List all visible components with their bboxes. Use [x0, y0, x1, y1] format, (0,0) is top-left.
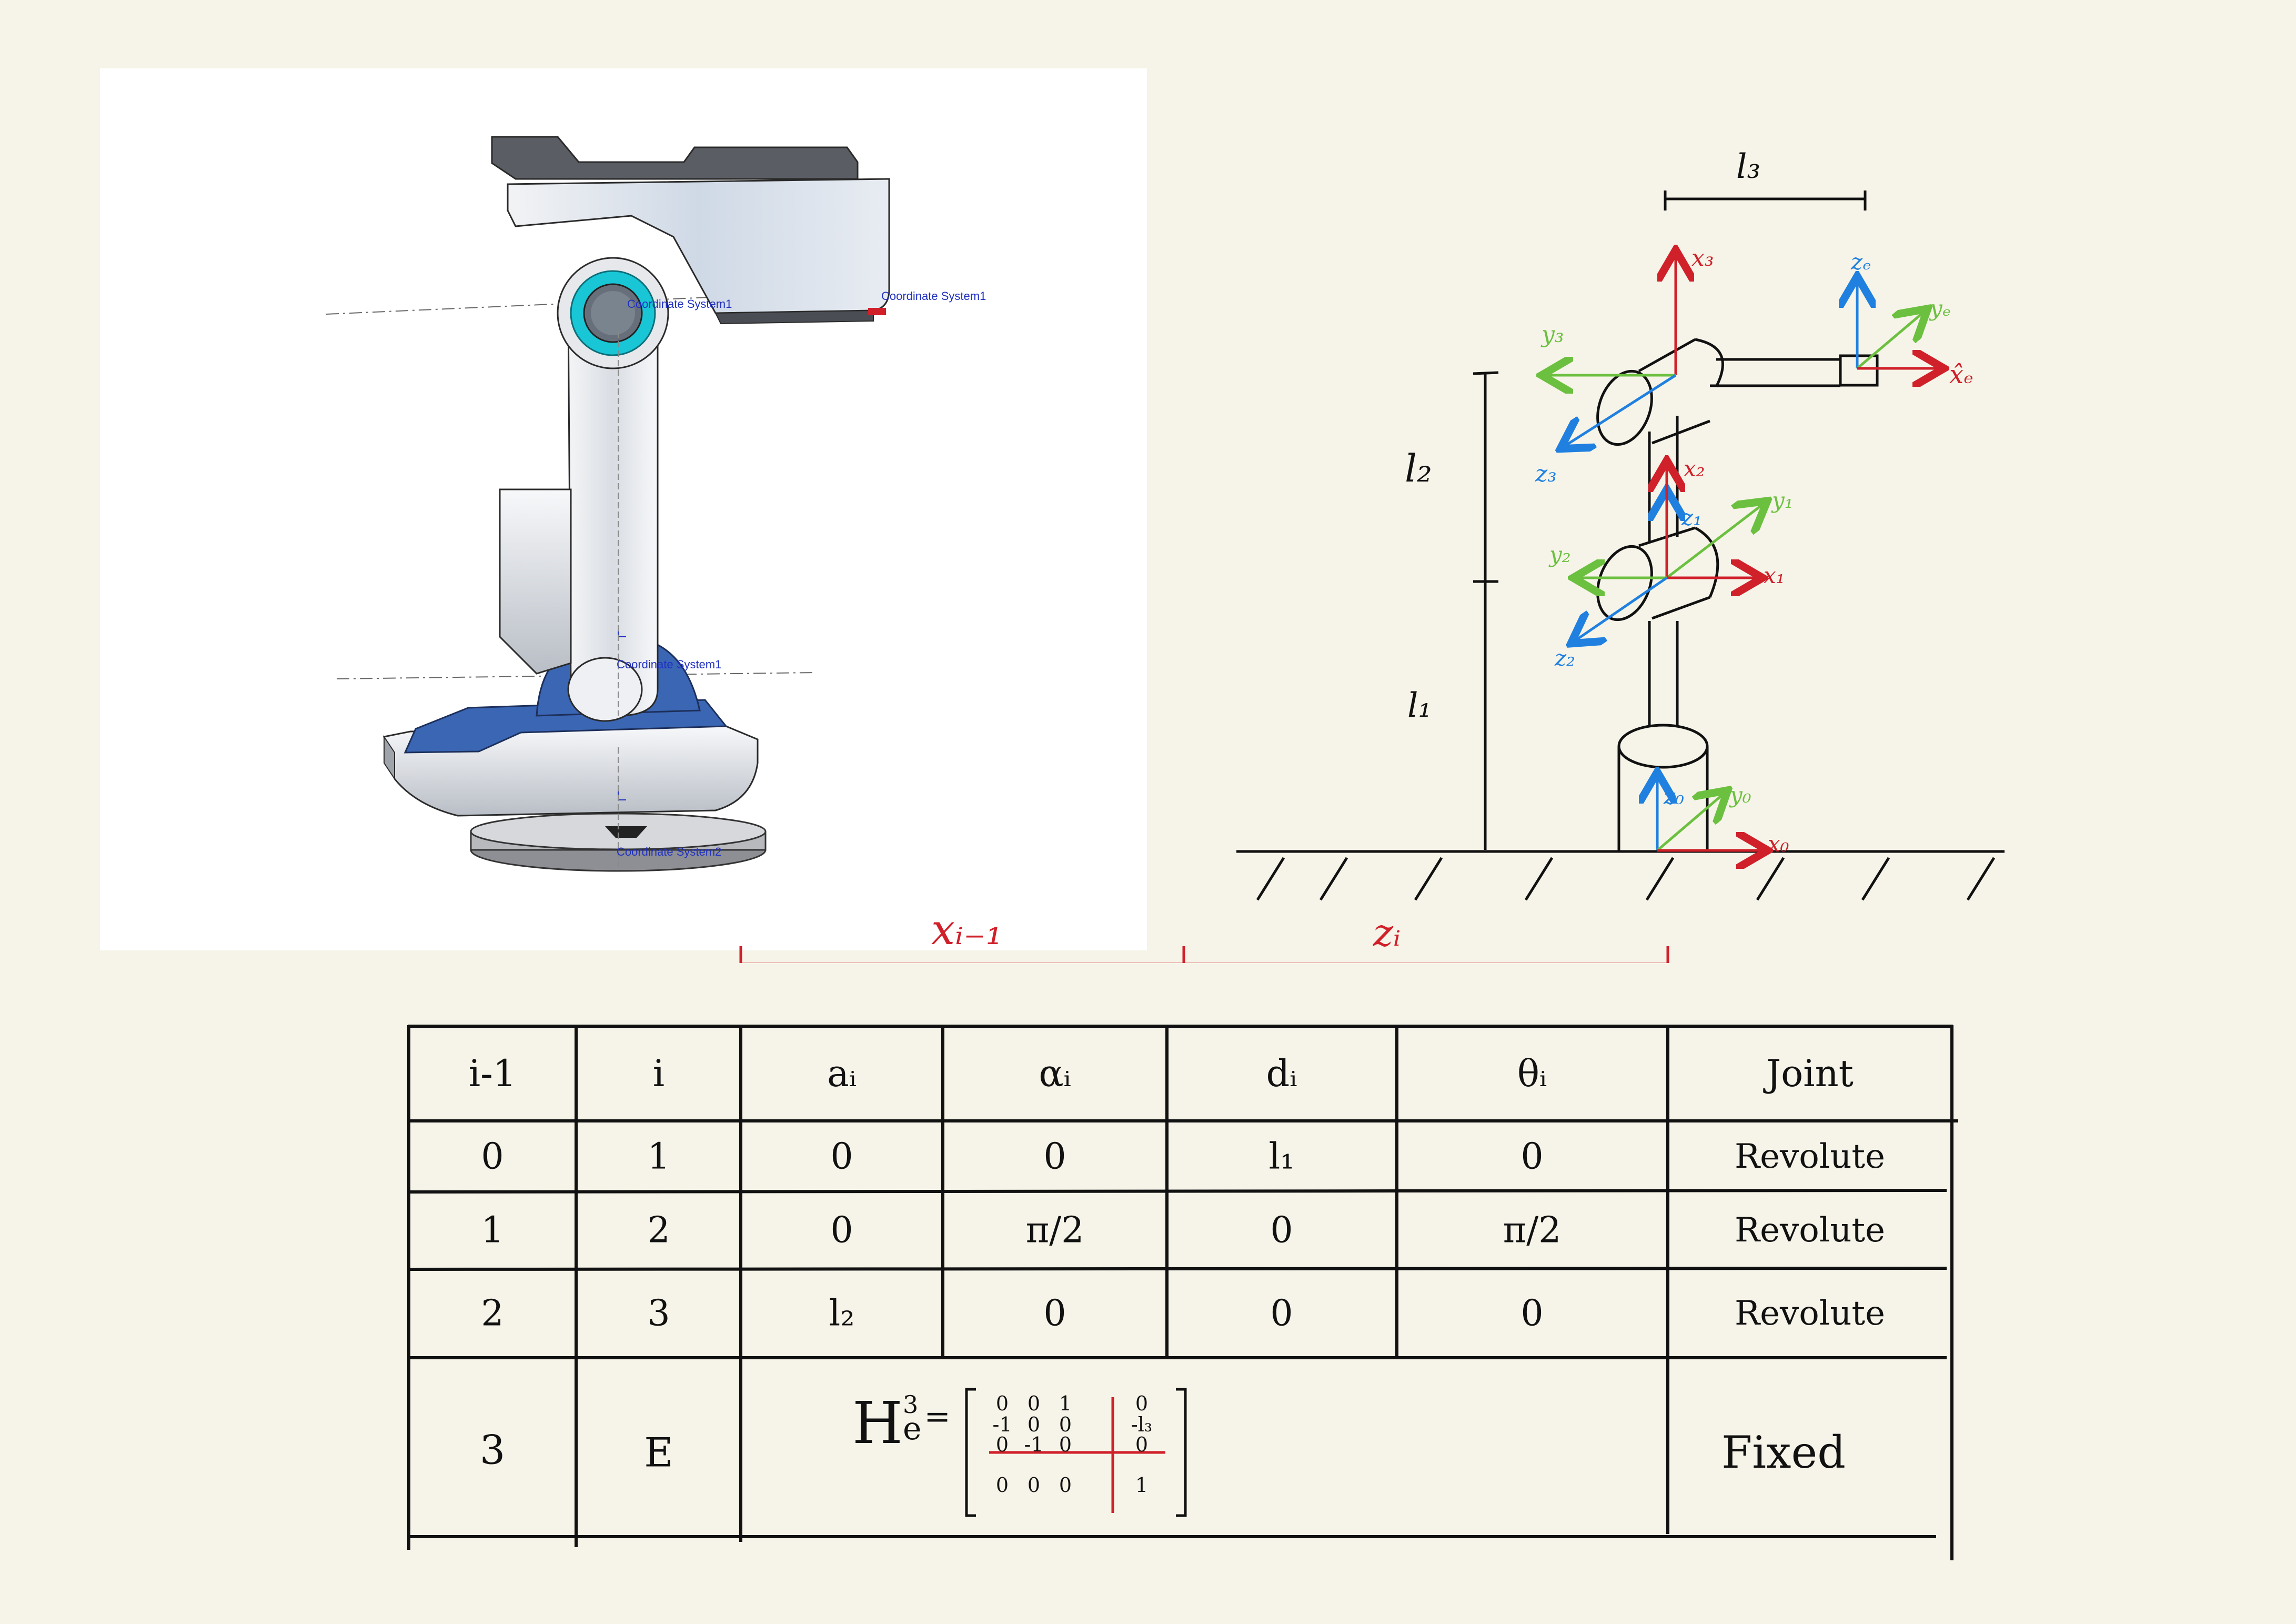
frame-3-axes	[1544, 253, 1676, 447]
matrix-cell: -1	[992, 1413, 1012, 1436]
table-cell: 2	[481, 1292, 504, 1335]
label-x0: x₀	[1768, 831, 1789, 857]
label-l3: l₃	[1736, 147, 1760, 186]
column-group-bracket	[739, 946, 1669, 963]
table-cell: Revolute	[1734, 1294, 1886, 1333]
frame-2-axes	[1573, 463, 1667, 642]
matrix-cell: 0	[1059, 1413, 1072, 1436]
label-z1: z₁	[1681, 505, 1702, 530]
base-disk	[470, 813, 767, 872]
matrix-cell: 0	[1028, 1392, 1040, 1415]
matrix-cell: -l₃	[1131, 1413, 1152, 1436]
label-z0: z₀	[1663, 784, 1684, 809]
matrix-cell: 0	[996, 1433, 1009, 1456]
label-y2: y₂	[1548, 542, 1571, 567]
bracket-label-x-i-minus-1: xᵢ₋₁	[931, 905, 1003, 954]
matrix-symbol: H	[852, 1389, 903, 1457]
label-ze: zₑ	[1850, 249, 1871, 275]
transform-matrix-block: H 3 e =	[852, 1389, 951, 1457]
table-header-cell: θᵢ	[1517, 1052, 1547, 1095]
matrix-cell: 0	[1028, 1473, 1040, 1497]
table-cell: 0	[1043, 1136, 1066, 1178]
cad-render-panel: Coordinate System1 Coordinate System1 Co…	[100, 68, 1147, 950]
table-cell: Revolute	[1734, 1211, 1886, 1250]
table-cell: 2	[647, 1209, 670, 1251]
coord-label-shoulder: Coordinate System1	[627, 297, 732, 310]
kinematic-sketch: l₂ l₁ l₃ z₀ y₀ x₀ x₂ z₁ y₁ x₁ y₂ z₂ x₃ y…	[739, 147, 2005, 963]
label-z3: z₃	[1535, 460, 1557, 487]
table-cell: 1	[647, 1136, 670, 1178]
label-y1: y₁	[1771, 487, 1794, 513]
dimension-l1-l2	[1473, 371, 1499, 850]
table-cell: Revolute	[1734, 1137, 1886, 1176]
table-cell: 0	[1270, 1292, 1293, 1335]
table-cell: 0	[1520, 1292, 1544, 1335]
label-x1: x₁	[1764, 563, 1785, 588]
table-cell: 0	[830, 1209, 853, 1251]
coordinate-triads	[618, 332, 626, 868]
label-y0: y₀	[1729, 782, 1751, 808]
matrix-cell: 0	[1059, 1473, 1072, 1497]
table-cell: 0	[1043, 1292, 1066, 1335]
matrix-superscript: 3	[902, 1390, 919, 1419]
table-cell-last-joint: Fixed	[1721, 1427, 1846, 1478]
matrix-cell: 0	[996, 1392, 1009, 1415]
table-cell: 0	[1520, 1136, 1544, 1178]
dimension-l3	[1664, 191, 1867, 210]
matrix-equals: =	[924, 1398, 951, 1435]
robot-skeleton	[1596, 338, 1879, 851]
table-header-cell: dᵢ	[1266, 1052, 1297, 1095]
ground-hatch	[1236, 850, 2005, 901]
table-header-cell: αᵢ	[1039, 1052, 1071, 1095]
table-cell: 0	[481, 1136, 504, 1178]
matrix-cell: 0	[1059, 1433, 1072, 1456]
label-x3: x₃	[1691, 245, 1714, 272]
bracket-label-z-i: zᵢ	[1373, 910, 1401, 955]
table-cell: 0	[1270, 1209, 1293, 1251]
table-cell-last-i: E	[644, 1429, 673, 1476]
table-cell: 1	[481, 1209, 504, 1251]
matrix-cell: 1	[1135, 1473, 1148, 1497]
matrix-cell: 0	[1028, 1413, 1040, 1436]
table-cell: 0	[830, 1136, 853, 1178]
table-cell-last-i-minus-1: 3	[479, 1426, 506, 1473]
label-l2: l₂	[1405, 446, 1432, 490]
label-xe: x̂ₑ	[1949, 360, 1973, 389]
table-header-cell: i-1	[468, 1052, 517, 1095]
matrix-cell: 0	[996, 1473, 1009, 1497]
label-x2: x₂	[1684, 456, 1705, 482]
matrix-subscript: e	[902, 1410, 922, 1447]
matrix-cell: 0	[1135, 1392, 1148, 1415]
upper-arm-link	[499, 309, 659, 722]
frame-0-axes	[1657, 775, 1765, 850]
label-y3: y₃	[1540, 321, 1564, 348]
end-effector-housing	[491, 136, 890, 325]
coord-label-base: Coordinate System2	[617, 845, 721, 858]
matrix-cell: 0	[1135, 1433, 1148, 1456]
table-cell: π/2	[1025, 1209, 1084, 1251]
table-cell: 3	[647, 1292, 670, 1335]
table-cell: l₂	[829, 1292, 855, 1335]
matrix-body: 0 0 1 0-1 0 0 -l₃0 -1 0 00 0 0 1	[965, 1388, 1187, 1517]
label-z2: z₂	[1554, 645, 1575, 671]
coord-label-gripper: Coordinate System1	[881, 289, 986, 303]
coord-label-elbow: Coordinate System1	[617, 658, 721, 671]
reference-line-upper	[326, 294, 769, 315]
table-header-cell: aᵢ	[827, 1052, 857, 1095]
robot-arm-cad-model: Coordinate System1 Coordinate System1 Co…	[326, 136, 986, 872]
frame-e-axes	[1857, 279, 1941, 368]
label-ye: yₑ	[1929, 295, 1951, 321]
matrix-cell: 1	[1059, 1392, 1072, 1415]
shoulder-joint	[557, 257, 669, 369]
table-header-cell: i	[652, 1052, 665, 1095]
label-l1: l₁	[1407, 686, 1432, 725]
table-header-cell: Joint	[1766, 1052, 1854, 1095]
table-cell: l₁	[1268, 1136, 1295, 1178]
matrix-cell: -1	[1024, 1433, 1043, 1456]
table-cell: π/2	[1503, 1209, 1562, 1251]
